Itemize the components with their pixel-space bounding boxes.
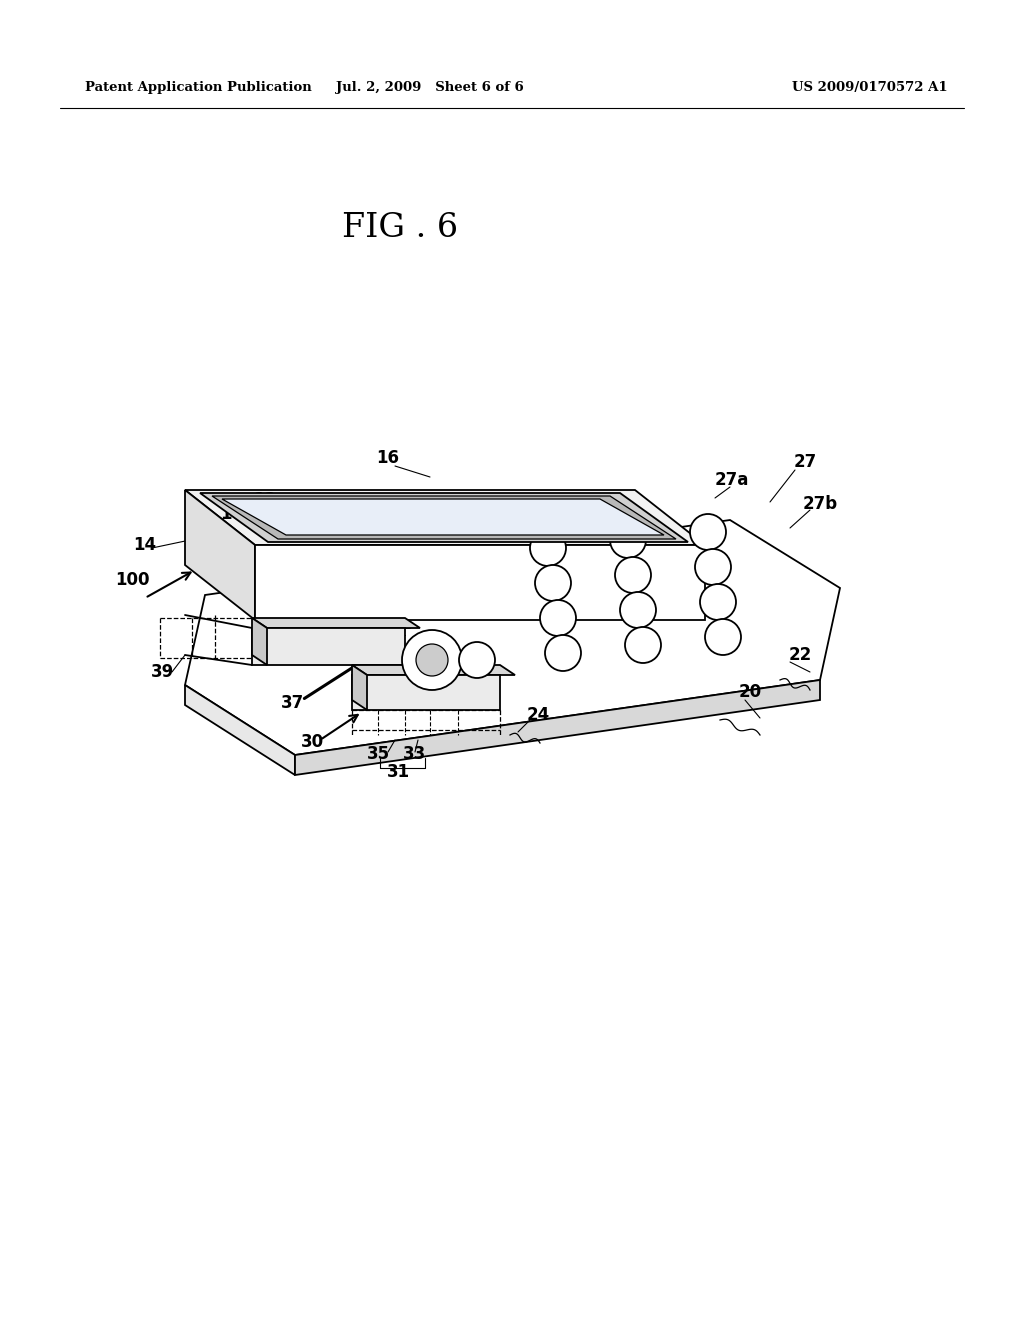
Text: FIG . 6: FIG . 6 (342, 213, 458, 244)
Polygon shape (212, 496, 676, 539)
Circle shape (705, 619, 741, 655)
Text: 37: 37 (281, 694, 304, 711)
Text: 20: 20 (738, 682, 762, 701)
Text: Jul. 2, 2009   Sheet 6 of 6: Jul. 2, 2009 Sheet 6 of 6 (336, 82, 524, 95)
Text: 16: 16 (377, 449, 399, 467)
Circle shape (620, 591, 656, 628)
Circle shape (545, 635, 581, 671)
Text: Patent Application Publication: Patent Application Publication (85, 82, 311, 95)
Circle shape (690, 513, 726, 550)
Text: 10: 10 (220, 506, 244, 523)
Text: 12: 12 (253, 491, 276, 510)
Text: 39: 39 (151, 663, 174, 681)
Circle shape (610, 521, 646, 558)
Polygon shape (185, 490, 255, 620)
Text: 27: 27 (794, 453, 816, 471)
Text: 30: 30 (300, 733, 324, 751)
Polygon shape (222, 499, 664, 535)
Polygon shape (185, 490, 705, 545)
Text: 24: 24 (526, 706, 550, 723)
Circle shape (530, 531, 566, 566)
Polygon shape (252, 618, 420, 628)
Circle shape (695, 549, 731, 585)
Polygon shape (252, 628, 406, 665)
Circle shape (535, 565, 571, 601)
Text: 35: 35 (367, 744, 389, 763)
Circle shape (416, 644, 449, 676)
Circle shape (459, 642, 495, 678)
Polygon shape (352, 665, 367, 710)
Circle shape (540, 601, 575, 636)
Polygon shape (352, 675, 500, 710)
Circle shape (402, 630, 462, 690)
Circle shape (625, 627, 662, 663)
Polygon shape (185, 520, 840, 755)
Polygon shape (252, 618, 267, 665)
Text: 27b: 27b (803, 495, 838, 513)
Text: 100: 100 (115, 572, 150, 589)
Polygon shape (200, 492, 688, 543)
Text: 31: 31 (386, 763, 410, 781)
Text: 14: 14 (133, 536, 157, 554)
Text: 33: 33 (403, 744, 427, 763)
Text: US 2009/0170572 A1: US 2009/0170572 A1 (793, 82, 948, 95)
Text: 22: 22 (788, 645, 812, 664)
Text: 27a: 27a (715, 471, 750, 488)
Circle shape (700, 583, 736, 620)
Polygon shape (185, 685, 295, 775)
Polygon shape (352, 665, 515, 675)
Polygon shape (255, 545, 705, 620)
Circle shape (615, 557, 651, 593)
Polygon shape (295, 680, 820, 775)
